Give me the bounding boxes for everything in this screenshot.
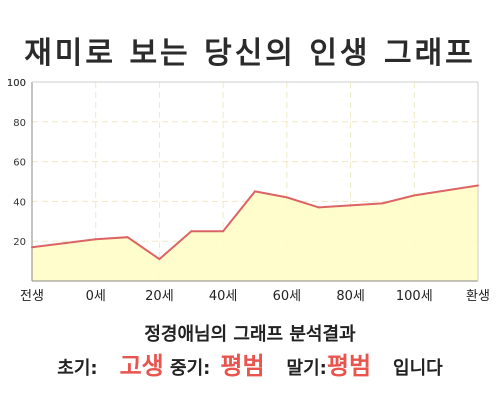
x-tick-label: 환생 (466, 289, 490, 304)
late-value: 평범 (326, 352, 372, 380)
data-point (477, 184, 479, 187)
data-point (285, 196, 288, 199)
x-tick-label: 0세 (86, 289, 106, 304)
data-point (31, 246, 33, 249)
x-tick-label: 80세 (336, 289, 365, 304)
x-tick-label: 100세 (396, 289, 433, 304)
data-point (381, 202, 384, 205)
data-point (190, 230, 193, 233)
y-tick-label: 100 (7, 78, 26, 89)
data-point (126, 236, 129, 239)
y-tick-label: 20 (13, 237, 26, 248)
x-tick-label: 60세 (273, 289, 302, 304)
data-point (222, 230, 225, 233)
middle-value: 평범 (220, 352, 265, 380)
early-value: 고생 (119, 352, 164, 380)
data-point (317, 206, 320, 209)
result-ending: 입니다 (393, 358, 443, 379)
y-tick-label: 40 (13, 197, 26, 208)
early-label: 초기: (57, 358, 98, 379)
y-tick-label: 80 (13, 118, 26, 129)
data-point (349, 204, 352, 207)
analysis-subtitle: 정경애님의 그래프 분석결과 (144, 324, 356, 345)
late-label: 말기: (286, 358, 327, 379)
x-tick-label: 전생 (20, 289, 44, 304)
data-point (158, 258, 161, 261)
x-tick-label: 20세 (145, 289, 174, 304)
area-fill (32, 185, 478, 281)
analysis-result: 초기: 고생 중기: 평범 말기:평범 입니다 (0, 346, 500, 381)
y-tick-label: 100 (7, 78, 26, 89)
data-point (413, 194, 416, 197)
x-tick-label: 40세 (209, 289, 238, 304)
middle-label: 중기: (170, 358, 211, 379)
data-point (254, 190, 256, 193)
data-point (94, 238, 97, 241)
chart-title: 재미로 보는 당신의 인생 그래프 (24, 36, 476, 71)
y-tick-label: 60 (13, 158, 26, 169)
